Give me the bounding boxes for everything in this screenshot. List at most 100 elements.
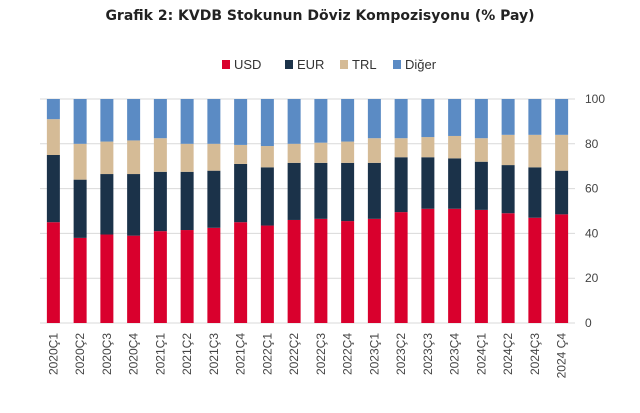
bar-segment-usd: [314, 218, 328, 323]
bar-segment-eur: [287, 162, 301, 220]
bar-segment-usd: [287, 219, 301, 323]
legend: USD EUR TRL Diğer: [222, 57, 437, 72]
bar-segment-diğer: [421, 99, 435, 138]
bar-segment-trl: [207, 143, 221, 171]
bar-segment-usd: [528, 217, 542, 323]
y-tick-label: 40: [585, 226, 599, 240]
x-tick-label: 2021Ç4: [234, 333, 248, 375]
y-tick-label: 0: [585, 316, 592, 330]
x-tick-label: 2020Ç1: [46, 333, 60, 375]
y-tick-label: 60: [585, 182, 599, 196]
bar-segment-diğer: [260, 99, 274, 147]
x-tick-label: 2023Ç2: [394, 333, 408, 375]
bar-segment-eur: [46, 155, 60, 223]
bar-segment-eur: [234, 163, 248, 223]
bar-segment-usd: [153, 231, 167, 323]
bar-segment-usd: [260, 225, 274, 323]
x-tick-label: 2020Ç4: [127, 333, 141, 375]
bar-segment-diğer: [341, 99, 355, 142]
bar-segment-usd: [555, 214, 569, 323]
bar-segment-usd: [367, 218, 381, 323]
y-tick-label: 100: [585, 92, 605, 106]
bar-segment-usd: [341, 221, 355, 323]
bar-segment-trl: [287, 143, 301, 163]
bar-segment-eur: [341, 162, 355, 222]
bar-segment-eur: [207, 170, 221, 228]
bar-segment-diğer: [367, 99, 381, 139]
bar-segment-eur: [555, 170, 569, 215]
bar-segment-trl: [474, 138, 488, 162]
bar-segment-usd: [46, 222, 60, 323]
legend-label: USD: [234, 57, 261, 72]
bar-segment-diğer: [555, 99, 569, 135]
bar-segment-diğer: [287, 99, 301, 144]
bar-segment-diğer: [127, 99, 141, 141]
bar-segment-trl: [100, 141, 114, 175]
legend-swatch-usd: [222, 60, 230, 69]
bar-segment-trl: [501, 134, 515, 166]
bar-segment-diğer: [153, 99, 167, 139]
bar-segment-diğer: [501, 99, 515, 135]
x-tick-label: 2024Ç1: [474, 333, 488, 375]
bar-segment-trl: [46, 119, 60, 155]
bar-segment-trl: [367, 138, 381, 163]
bar-segment-diğer: [394, 99, 408, 139]
x-tick-label: 2022Ç3: [314, 333, 328, 375]
bar-segment-diğer: [448, 99, 462, 136]
legend-label: EUR: [297, 57, 324, 72]
bar-segment-diğer: [100, 99, 114, 142]
x-tick-label: 2022Ç4: [341, 333, 355, 375]
bar-segment-trl: [73, 143, 87, 180]
legend-label: TRL: [352, 57, 377, 72]
bar-segment-trl: [127, 140, 141, 175]
bar-segment-usd: [127, 235, 141, 323]
bar-segment-trl: [448, 135, 462, 159]
x-tick-label: 2022Ç1: [260, 333, 274, 375]
bar-segment-usd: [73, 237, 87, 323]
bar-segment-eur: [153, 171, 167, 232]
bar-segment-trl: [260, 146, 274, 168]
bar-segment-diğer: [46, 99, 60, 120]
bar-segment-diğer: [207, 99, 221, 144]
bar-segment-diğer: [180, 99, 194, 144]
bar-segment-diğer: [314, 99, 328, 143]
legend-swatch-eur: [285, 60, 293, 69]
bar-segment-trl: [528, 134, 542, 168]
bar-segment-trl: [180, 143, 194, 172]
x-tick-label: 2020Ç3: [100, 333, 114, 375]
bar-segment-eur: [528, 167, 542, 218]
bar-segment-trl: [153, 138, 167, 172]
bar-segment-eur: [367, 162, 381, 219]
x-tick-label: 2021Ç1: [153, 333, 167, 375]
bar-segment-eur: [448, 158, 462, 209]
bar-segment-usd: [448, 208, 462, 323]
bar-segment-diğer: [528, 99, 542, 135]
bar-segment-usd: [474, 209, 488, 323]
y-tick-label: 20: [585, 271, 599, 285]
bar-segment-eur: [394, 157, 408, 213]
bar-segment-eur: [260, 167, 274, 226]
bar-segment-usd: [180, 230, 194, 323]
x-tick-label: 2024 Ç4: [555, 333, 569, 379]
bar-segment-trl: [394, 138, 408, 158]
bars: [46, 99, 569, 323]
bar-segment-eur: [180, 171, 194, 231]
bar-segment-trl: [341, 141, 355, 163]
bar-segment-diğer: [73, 99, 87, 144]
x-tick-label: 2024Ç3: [528, 333, 542, 375]
bar-segment-diğer: [234, 99, 248, 145]
x-tick-label: 2024Ç2: [501, 333, 515, 375]
bar-segment-trl: [421, 137, 435, 158]
y-axis: 0 20 40 60 80 100: [585, 92, 605, 330]
legend-label: Diğer: [405, 57, 437, 72]
x-axis: 2020Ç1 2020Ç2 2020Ç3 2020Ç4 2021Ç1 2021Ç2 2021…: [46, 333, 568, 379]
bar-segment-usd: [207, 227, 221, 323]
bar-segment-eur: [127, 174, 141, 236]
chart-title: Grafik 2: KVDB Stokunun Döviz Kompozisyo…: [105, 8, 535, 24]
legend-swatch-diğer: [393, 60, 401, 69]
bar-segment-trl: [555, 134, 569, 171]
bar-segment-trl: [314, 142, 328, 163]
x-tick-label: 2020Ç2: [73, 333, 87, 375]
bar-segment-eur: [100, 174, 114, 235]
